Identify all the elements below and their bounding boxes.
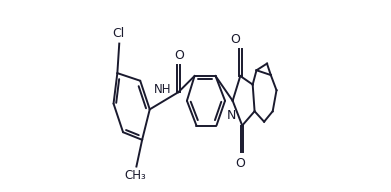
Text: CH₃: CH₃ (125, 169, 146, 182)
Text: N: N (227, 109, 237, 122)
Text: NH: NH (154, 83, 172, 96)
Text: O: O (231, 33, 240, 46)
Text: O: O (235, 157, 245, 170)
Text: O: O (174, 49, 184, 62)
Text: Cl: Cl (112, 27, 124, 40)
